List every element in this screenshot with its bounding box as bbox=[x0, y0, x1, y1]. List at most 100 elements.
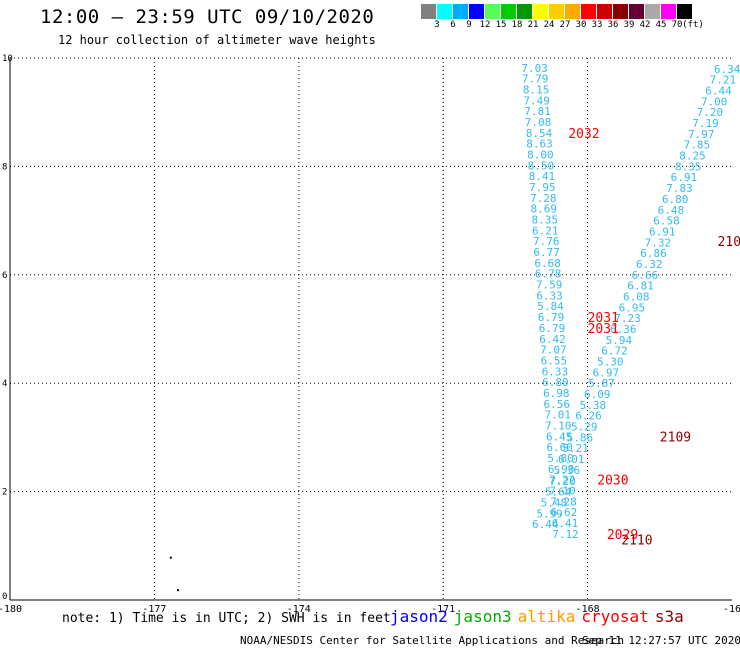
wave-height-point: 6.33 bbox=[536, 289, 563, 302]
wave-height-point: 6.26 bbox=[575, 410, 602, 423]
wave-height-point: 8.35 bbox=[532, 214, 559, 227]
wave-height-point: 6.36 bbox=[610, 323, 637, 336]
legend-swatch bbox=[533, 4, 549, 19]
legend-swatches bbox=[421, 4, 693, 19]
legend-swatch bbox=[453, 4, 469, 19]
legend-swatch bbox=[581, 4, 597, 19]
time-label: 2032 bbox=[568, 127, 599, 142]
wave-height-point: 7.20 bbox=[697, 106, 724, 119]
x-tick-label: -174 bbox=[287, 604, 311, 615]
x-tick-label: -168 bbox=[576, 604, 600, 615]
wave-height-point: 6.77 bbox=[533, 246, 560, 259]
wave-height-point: 7.85 bbox=[684, 139, 711, 152]
wave-height-point: 8.50 bbox=[528, 159, 555, 172]
legend-label: 15 bbox=[495, 20, 507, 30]
wave-height-point: 6.44 bbox=[532, 518, 559, 531]
wave-height-point: 6.97 bbox=[593, 366, 620, 379]
wave-height-point: 7.20 bbox=[549, 475, 576, 488]
wave-height-point: 7.23 bbox=[614, 312, 641, 325]
wave-height-point: 6.81 bbox=[627, 280, 654, 293]
legend-label: (ft) bbox=[682, 20, 704, 30]
wave-height-point: 6.91 bbox=[671, 171, 698, 184]
wave-height-point: 6.80 bbox=[662, 193, 689, 206]
wave-height-point: 5.36 bbox=[554, 464, 581, 477]
wave-height-point: 6.60 bbox=[546, 441, 573, 454]
wave-height-point: 6.21 bbox=[532, 224, 559, 237]
wave-height-point: 8.54 bbox=[526, 127, 553, 140]
legend-label: 30 bbox=[575, 20, 587, 30]
wave-height-point: 6.95 bbox=[619, 301, 646, 314]
wave-height-point: 5.29 bbox=[571, 421, 598, 434]
wave-height-point: 6.41 bbox=[552, 517, 579, 530]
y-tick-label: 2 bbox=[2, 488, 7, 498]
wave-height-point: 6.45 bbox=[546, 430, 573, 443]
legend-swatch bbox=[629, 4, 645, 19]
time-label: 2031 bbox=[588, 311, 619, 326]
wave-height-point: 7.28 bbox=[550, 495, 577, 508]
footer-generated-time: Sep 11 12:27:57 UTC 2020 bbox=[582, 634, 740, 647]
wave-height-point: 6.91 bbox=[649, 225, 676, 238]
wave-height-point: 7.76 bbox=[533, 235, 560, 248]
wave-height-point: 7.19 bbox=[692, 117, 719, 130]
wave-height-point: 6.08 bbox=[623, 290, 650, 303]
wave-height-color-legend: 3 6 9 12 15 18 21 24 27 30 33 36 39 42 45 70 (ft) bbox=[421, 4, 704, 33]
wave-height-point: 6.80 bbox=[542, 376, 569, 389]
legend-label: 3 bbox=[434, 20, 440, 30]
wave-height-point: 8.63 bbox=[526, 138, 553, 151]
wave-height-point: 7.22 bbox=[549, 474, 576, 487]
satellite-legend: jason2 jason3 altika cryosat s3a bbox=[390, 607, 690, 626]
wave-height-point: 6.68 bbox=[534, 257, 561, 270]
legend-label: 9 bbox=[466, 20, 472, 30]
wave-height-point: 7.07 bbox=[540, 344, 567, 357]
wave-height-point: 6.44 bbox=[705, 85, 732, 98]
legend-label: 21 bbox=[527, 20, 539, 30]
legend-swatch bbox=[613, 4, 629, 19]
legend-swatch bbox=[645, 4, 661, 19]
satellite-cryosat: cryosat bbox=[581, 607, 649, 626]
y-tick-label: 8 bbox=[2, 162, 7, 172]
x-tick-label: -16 bbox=[723, 604, 740, 615]
wave-height-point: 6.58 bbox=[653, 215, 680, 228]
wave-height-point: 7.32 bbox=[645, 236, 672, 249]
wave-height-point: 5.84 bbox=[537, 300, 564, 313]
satellite-s3a: s3a bbox=[654, 607, 684, 626]
small-mark bbox=[169, 556, 172, 559]
wave-height-point: 7.97 bbox=[688, 128, 715, 141]
wave-height-point: 7.79 bbox=[522, 73, 549, 86]
wave-height-point: 8.69 bbox=[531, 203, 558, 216]
x-tick-label: -177 bbox=[142, 604, 166, 615]
wave-height-point: 7.21 bbox=[710, 74, 737, 87]
wave-height-point: 6.98 bbox=[543, 387, 570, 400]
wave-height-point: 6.62 bbox=[551, 506, 578, 519]
y-tick-label: 4 bbox=[2, 379, 7, 389]
footer-credit: NOAA/NESDIS Center for Satellite Applica… bbox=[240, 634, 625, 647]
wave-height-point: 7.12 bbox=[552, 528, 579, 541]
satellite-altika: altika bbox=[517, 607, 576, 626]
legend-swatch bbox=[677, 4, 693, 19]
legend-swatch bbox=[437, 4, 453, 19]
legend-label: 18 bbox=[511, 20, 523, 30]
y-tick-label: 10 bbox=[2, 54, 13, 64]
legend-labels: 3 6 9 12 15 18 21 24 27 30 33 36 39 42 45 70 (ft) bbox=[421, 19, 704, 33]
legend-label: 12 bbox=[479, 20, 491, 30]
wave-height-point: 8.25 bbox=[679, 150, 706, 163]
x-tick-label: -171 bbox=[431, 604, 455, 615]
wave-height-point: 5.38 bbox=[580, 399, 607, 412]
small-mark bbox=[177, 589, 180, 592]
wave-height-point: 5.21 bbox=[562, 442, 589, 455]
legend-label: 42 bbox=[639, 20, 651, 30]
legend-label: 70 bbox=[671, 20, 683, 30]
legend-label: 33 bbox=[591, 20, 603, 30]
legend-label: 6 bbox=[450, 20, 456, 30]
legend-swatch bbox=[565, 4, 581, 19]
wave-height-point: 5.80 bbox=[547, 452, 574, 465]
wave-height-point: 7.95 bbox=[529, 181, 556, 194]
wave-height-point: 8.00 bbox=[527, 148, 554, 161]
legend-swatch bbox=[501, 4, 517, 19]
footer-note: note: 1) Time is in UTC; 2) SWH is in fe… bbox=[62, 611, 391, 626]
wave-height-point: 5.48 bbox=[541, 496, 568, 509]
legend-swatch bbox=[549, 4, 565, 19]
wave-height-point: 5.64 bbox=[545, 486, 572, 499]
wave-height-point: 6.42 bbox=[539, 333, 566, 346]
